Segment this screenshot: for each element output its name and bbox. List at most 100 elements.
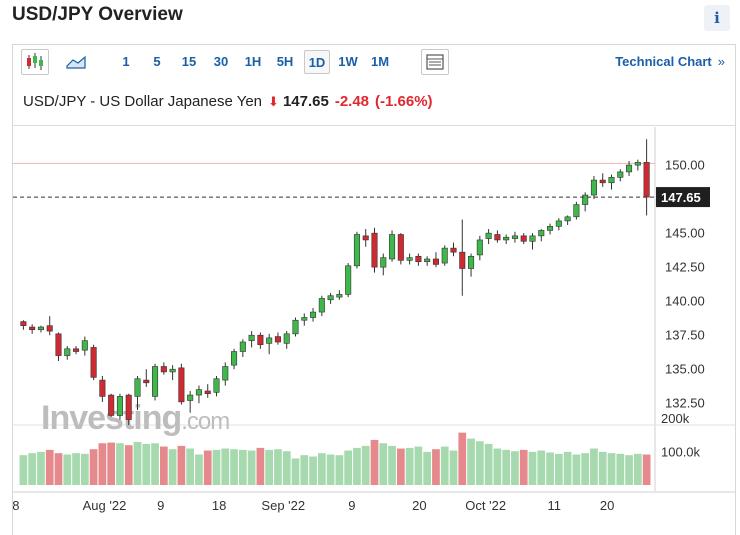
technical-chart-link[interactable]: Technical Chart »: [615, 50, 725, 74]
candle-body[interactable]: [371, 232, 378, 268]
candle-body[interactable]: [380, 257, 387, 268]
volume-bar: [519, 449, 528, 485]
candle-body[interactable]: [555, 220, 562, 227]
candle-body[interactable]: [231, 351, 238, 366]
candle-body[interactable]: [37, 326, 44, 331]
candle-body[interactable]: [90, 347, 97, 378]
candle-body[interactable]: [310, 311, 317, 318]
y-tick-label: 145.00: [665, 226, 705, 241]
candle-body[interactable]: [73, 348, 80, 352]
candle-body[interactable]: [547, 226, 554, 231]
candle-body[interactable]: [318, 298, 325, 313]
candle-body[interactable]: [20, 321, 27, 326]
candle-body[interactable]: [617, 171, 624, 178]
table-view-icon[interactable]: [421, 49, 449, 75]
volume-bar: [291, 458, 300, 485]
timeframe-1d[interactable]: 1D: [304, 50, 330, 74]
candle-body[interactable]: [529, 235, 536, 242]
timeframe-5[interactable]: 5: [153, 54, 161, 69]
timeframe-30[interactable]: 30: [213, 54, 229, 69]
candle-body[interactable]: [459, 251, 466, 269]
candle-body[interactable]: [485, 232, 492, 239]
candle-body[interactable]: [494, 234, 501, 241]
candle-body[interactable]: [503, 236, 510, 241]
candle-body[interactable]: [626, 164, 633, 173]
candle-body[interactable]: [257, 334, 264, 346]
info-icon[interactable]: i: [704, 5, 730, 31]
candle-body[interactable]: [406, 257, 413, 261]
instrument-name: USD/JPY - US Dollar Japanese Yen: [23, 93, 263, 110]
candle-body[interactable]: [564, 216, 571, 222]
candle-body[interactable]: [169, 368, 176, 373]
candle-body[interactable]: [108, 394, 115, 416]
volume-bar: [142, 443, 151, 485]
candle-body[interactable]: [274, 336, 281, 343]
candle-body[interactable]: [248, 334, 255, 341]
candle-body[interactable]: [292, 319, 299, 335]
candle-body[interactable]: [213, 378, 220, 393]
candle-body[interactable]: [266, 337, 273, 344]
candle-body[interactable]: [634, 162, 641, 166]
price-chart[interactable]: 150.00147.50145.00142.50140.00137.50135.…: [13, 45, 735, 529]
candle-body[interactable]: [643, 162, 650, 198]
candle-body[interactable]: [476, 239, 483, 256]
candle-body[interactable]: [152, 366, 159, 397]
candle-body[interactable]: [55, 333, 62, 356]
candle-body[interactable]: [160, 366, 167, 373]
candle-body[interactable]: [538, 230, 545, 237]
x-tick-label: 11: [548, 498, 562, 513]
candle-body[interactable]: [239, 341, 246, 352]
candle-body[interactable]: [178, 367, 185, 403]
candle-body[interactable]: [520, 235, 527, 242]
candle-body[interactable]: [590, 179, 597, 196]
candle-body[interactable]: [608, 177, 615, 184]
candle-body[interactable]: [415, 255, 422, 263]
candle-body[interactable]: [116, 396, 123, 416]
candle-body[interactable]: [29, 326, 36, 331]
candle-body[interactable]: [187, 394, 194, 401]
candle-body[interactable]: [134, 378, 141, 397]
volume-bar: [528, 451, 537, 485]
candle-body[interactable]: [125, 394, 132, 420]
candle-body[interactable]: [204, 390, 211, 395]
candle-body[interactable]: [573, 204, 580, 218]
candle-body[interactable]: [362, 235, 369, 241]
volume-bar: [116, 443, 124, 485]
area-chart-icon[interactable]: [63, 49, 91, 75]
candle-body[interactable]: [441, 247, 448, 264]
candle-body[interactable]: [353, 234, 360, 267]
candle-body[interactable]: [397, 234, 404, 261]
chart-panel: 1 5 15 30 1H 5H 1D 1W 1M Technical Chart…: [12, 44, 736, 535]
candle-body[interactable]: [345, 265, 352, 295]
candle-body[interactable]: [99, 379, 106, 397]
candle-body[interactable]: [64, 348, 71, 356]
volume-bar: [326, 454, 335, 485]
x-tick-label: 20: [412, 498, 426, 513]
candle-body[interactable]: [511, 235, 518, 239]
timeframe-5h[interactable]: 5H: [276, 54, 294, 69]
candle-body[interactable]: [143, 379, 150, 384]
timeframe-15[interactable]: 15: [181, 54, 197, 69]
candle-body[interactable]: [389, 234, 396, 260]
candle-body[interactable]: [81, 340, 88, 351]
candle-body[interactable]: [424, 258, 431, 263]
candle-body[interactable]: [195, 389, 202, 396]
candlestick-chart-icon[interactable]: [21, 49, 49, 75]
candle-body[interactable]: [468, 255, 475, 269]
volume-bar: [414, 446, 423, 485]
candle-body[interactable]: [301, 317, 308, 321]
volume-bar: [177, 445, 186, 485]
candle-body[interactable]: [336, 294, 343, 298]
candle-body[interactable]: [327, 295, 334, 301]
candle-body[interactable]: [432, 258, 439, 265]
candle-body[interactable]: [46, 325, 53, 332]
timeframe-1m[interactable]: 1M: [370, 54, 390, 69]
candle-body[interactable]: [283, 333, 290, 344]
candle-body[interactable]: [222, 366, 229, 381]
candle-body[interactable]: [450, 247, 457, 253]
timeframe-1w[interactable]: 1W: [338, 54, 358, 69]
timeframe-1h[interactable]: 1H: [244, 54, 262, 69]
timeframe-1[interactable]: 1: [122, 54, 130, 69]
candle-body[interactable]: [582, 194, 589, 205]
candle-body[interactable]: [599, 179, 606, 184]
